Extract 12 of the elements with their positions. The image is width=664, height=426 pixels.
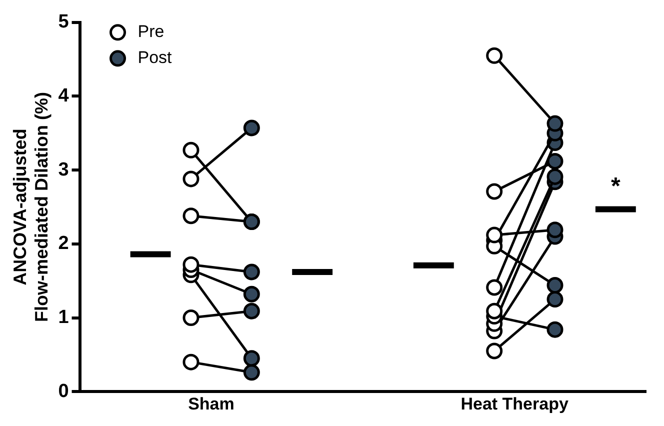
y-axis-title: ANCOVA-adjusted Flow-mediated Dilation (%): [10, 92, 52, 322]
x-tick-label: Heat Therapy: [460, 394, 569, 414]
y-tick-label: 4: [58, 85, 70, 106]
y-tick-label: 5: [58, 12, 70, 33]
y-tick-label: 3: [58, 159, 69, 180]
y-tick-label: 2: [58, 233, 69, 254]
legend-label: Pre: [138, 22, 164, 42]
annotation: *: [610, 172, 621, 200]
y-tick-label: 0: [58, 380, 69, 402]
legend-label: Post: [138, 48, 172, 68]
x-tick-label: Sham: [188, 394, 234, 414]
y-tick-label: 1: [58, 306, 70, 328]
